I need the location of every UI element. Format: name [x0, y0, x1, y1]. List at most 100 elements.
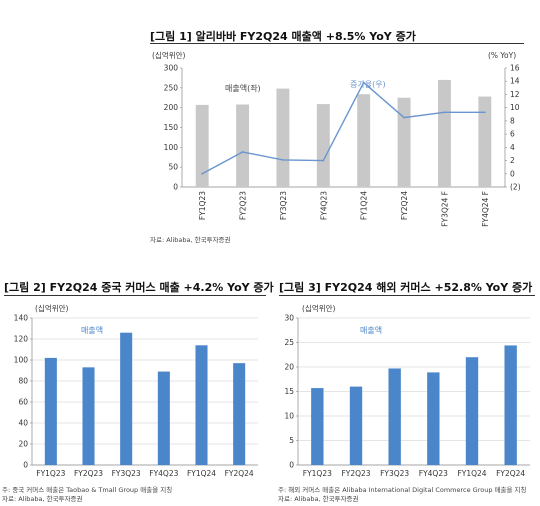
figure-3-title-rule — [279, 295, 535, 296]
chart3-bar — [388, 368, 401, 465]
chart1-x-tick-label: FY2Q23 — [239, 191, 248, 220]
chart1-line-point — [443, 111, 446, 114]
chart2-x-tick-label: FY1Q24 — [187, 469, 216, 478]
chart1-line-point — [201, 172, 204, 175]
chart1-y-tick-label-right: 10 — [510, 103, 520, 112]
chart1-bar — [276, 88, 290, 187]
chart1-y-tick-label: 200 — [164, 103, 179, 112]
chart1-y-tick-label-right: 8 — [510, 116, 515, 125]
chart2-x-tick-label: FY2Q23 — [74, 469, 103, 478]
chart2-y-tick-label: 140 — [14, 314, 29, 323]
chart2-x-tick-label: FY3Q23 — [112, 469, 141, 478]
chart2-x-tick-label: FY2Q24 — [225, 469, 254, 478]
chart1-bar — [478, 96, 492, 187]
chart1-y-tick-label: 300 — [164, 64, 179, 73]
chart3-y-tick-label: 30 — [284, 314, 294, 323]
chart2-bar — [82, 367, 95, 465]
figure-3-note: 주: 해외 커머스 매출은 Alibaba International Digi… — [278, 486, 527, 494]
chart1-bar — [316, 104, 330, 187]
chart1-line-point — [403, 116, 405, 119]
chart1-y-tick-label: 100 — [164, 143, 179, 152]
chart1-line-point — [322, 159, 325, 162]
chart2-y-tick-label: 100 — [14, 356, 29, 365]
chart3-y-tick-label: 5 — [289, 436, 294, 445]
chart1-line-series — [201, 81, 485, 175]
figure-2-note: 주: 중국 커머스 매출은 Taobao & Tmall Group 매출을 지… — [2, 486, 173, 494]
chart1-y-tick-label: 50 — [168, 163, 178, 172]
chart1-x-tick-label: FY3Q24 F — [440, 191, 449, 227]
figure-2-title-rule — [4, 295, 266, 296]
chart1-bar — [236, 104, 250, 187]
chart1-y-tick-label: 150 — [164, 123, 179, 132]
chart1-y-tick-label-right: 6 — [510, 130, 515, 139]
figure-3-source: 자료: Alibaba, 한국투자증권 — [278, 495, 359, 503]
chart2-x-tick-label: FY4Q23 — [149, 469, 178, 478]
chart1-line-point — [241, 151, 244, 153]
chart3-bar — [427, 372, 440, 465]
chart2-y-tick-label: 40 — [18, 419, 28, 428]
chart3-bar — [311, 388, 324, 465]
chart1-y-axis-label: (십억위안) — [152, 50, 186, 60]
chart1-y-tick-label-right: 12 — [510, 90, 520, 99]
figure-2-source: 자료: Alibaba, 한국투자증권 — [2, 495, 83, 503]
chart1-x-tick-label: FY2Q24 — [400, 191, 409, 220]
chart1-series-label: 매출액(좌) — [225, 83, 261, 93]
chart1-y-axis-label-right: (% YoY) — [488, 51, 516, 60]
chart1-line-series-label: 증가율(우) — [350, 80, 386, 89]
chart3-y-tick-label: 20 — [284, 363, 294, 372]
chart1-line-point — [362, 81, 365, 84]
chart1-y-tick-label-right: 14 — [510, 77, 520, 86]
chart3-y-tick-label: 0 — [289, 461, 294, 470]
figure-1-title-rule — [150, 43, 524, 44]
chart3-series-label: 매출액 — [360, 325, 382, 335]
chart3-y-tick-label: 10 — [284, 412, 294, 421]
chart1-bar — [437, 79, 451, 187]
chart1-x-tick-label: FY1Q23 — [198, 191, 207, 220]
chart1-y-tick-label-right: 4 — [510, 143, 515, 152]
chart3-y-axis-label: (십억위안) — [302, 303, 336, 313]
chart2-bar — [120, 332, 133, 465]
chart3-bar — [349, 386, 363, 465]
chart1-x-tick-label: FY3Q23 — [279, 191, 288, 220]
chart1-bar — [357, 94, 371, 187]
chart2-bar — [44, 357, 57, 465]
chart3-bar — [504, 345, 517, 465]
chart2-bar — [157, 371, 170, 465]
figure-1-source: 자료: Alibaba, 한국투자증권 — [150, 236, 231, 244]
chart2-y-tick-label: 60 — [18, 398, 28, 407]
chart1-y-tick-label-right: 0 — [510, 169, 515, 178]
chart3-bar — [465, 357, 479, 465]
chart1-y-tick-label-right: (2) — [510, 183, 521, 192]
chart3-x-tick-label: FY2Q24 — [496, 469, 525, 478]
chart3-x-tick-label: FY1Q24 — [457, 469, 486, 478]
chart3-x-tick-label: FY1Q23 — [303, 469, 332, 478]
chart1-bar — [397, 97, 411, 187]
chart1-x-tick-label: FY1Q24 — [360, 191, 369, 220]
chart2-bar — [233, 363, 246, 465]
chart1-y-tick-label: 250 — [164, 83, 179, 92]
chart2-y-tick-label: 20 — [18, 440, 28, 449]
chart1-x-tick-label: FY4Q24 F — [481, 191, 490, 227]
chart2-series-label: 매출액 — [81, 325, 103, 335]
chart2-y-tick-label: 120 — [14, 335, 29, 344]
figure-3-title: [그림 3] FY2Q24 해외 커머스 +52.8% YoY 증가 — [279, 281, 533, 294]
chart1-y-tick-label: 0 — [173, 183, 178, 192]
chart2-y-axis-label: (십억위안) — [35, 303, 69, 313]
chart2-y-tick-label: 80 — [18, 377, 28, 386]
chart3-y-tick-label: 25 — [284, 338, 294, 347]
chart1-line-point — [483, 111, 486, 114]
chart1-bar — [195, 104, 209, 187]
chart2-y-tick-label: 0 — [23, 461, 28, 470]
chart3-x-tick-label: FY4Q23 — [419, 469, 448, 478]
chart2-bar — [195, 345, 208, 465]
chart1-y-tick-label-right: 2 — [510, 156, 515, 165]
chart1-line-point — [282, 158, 284, 161]
chart2-x-tick-label: FY1Q23 — [36, 469, 65, 478]
chart3-x-tick-label: FY3Q23 — [380, 469, 409, 478]
chart1-y-tick-label-right: 16 — [510, 64, 520, 73]
chart3-x-tick-label: FY2Q23 — [341, 469, 370, 478]
chart3-y-tick-label: 15 — [284, 387, 294, 396]
chart1-x-tick-label: FY4Q23 — [319, 191, 328, 220]
figure-1-title: [그림 1] 알리바바 FY2Q24 매출액 +8.5% YoY 증가 — [150, 30, 416, 43]
